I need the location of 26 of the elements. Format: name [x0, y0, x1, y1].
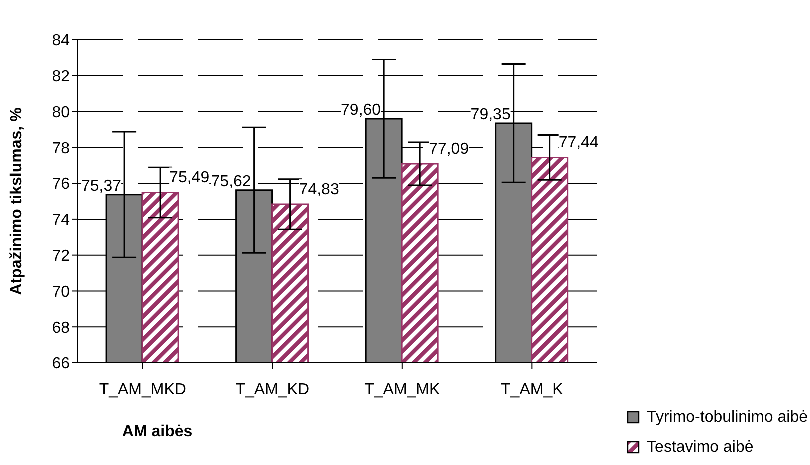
y-axis-title: Atpažinimo tikslumas, %	[8, 108, 26, 296]
y-tick-label: 72	[52, 248, 70, 266]
y-tick-label: 82	[52, 68, 70, 86]
x-tick-label: T_AM_MK	[364, 381, 441, 398]
y-tick-label: 76	[52, 176, 70, 194]
y-tick-label: 66	[52, 356, 70, 373]
data-label: 77,09	[429, 140, 470, 158]
data-label: 77,44	[558, 134, 599, 152]
y-tick-label: 84	[52, 32, 70, 50]
y-tick-label: 80	[52, 104, 70, 122]
legend-label: Tyrimo-tobulinimo aibė	[647, 408, 808, 428]
data-label: 79,60	[341, 102, 382, 119]
y-tick-label: 74	[52, 212, 70, 230]
y-tick-label: 78	[52, 140, 70, 158]
x-tick-label: T_AM_MKD	[99, 381, 186, 398]
y-tick-label: 70	[52, 284, 70, 301]
y-tick-label: 68	[52, 320, 70, 337]
x-tick-label: T_AM_KD	[236, 381, 310, 398]
data-label: 75,37	[82, 178, 122, 195]
data-label: 75,49	[170, 170, 210, 187]
legend-label: Testavimo aibė	[647, 438, 754, 458]
data-label: 79,35	[470, 106, 511, 124]
x-axis-title: AM aibės	[122, 423, 193, 440]
data-label: 74,83	[299, 182, 340, 199]
x-tick-label: T_AM_K	[501, 381, 564, 398]
data-label: 75,62	[211, 173, 252, 190]
